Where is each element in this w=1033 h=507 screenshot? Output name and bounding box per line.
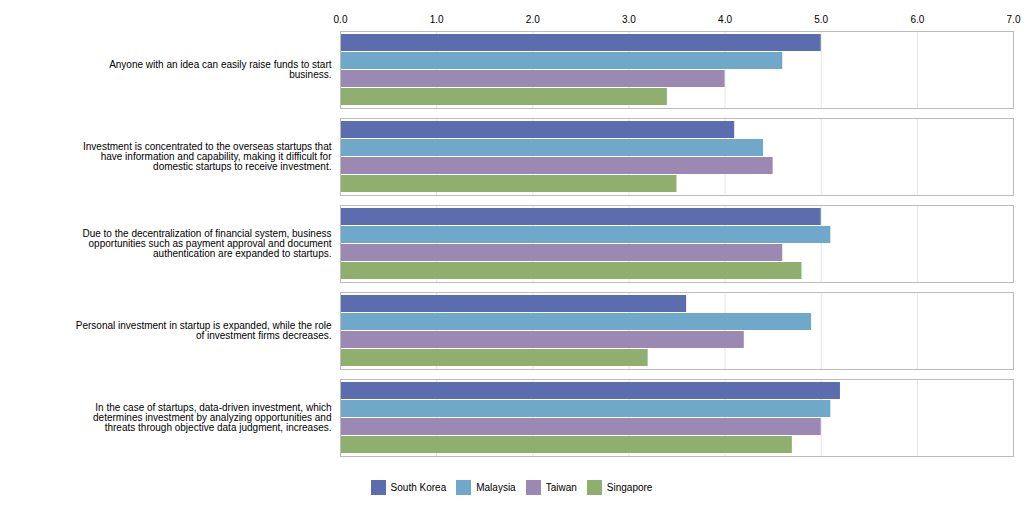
svg-text:Investment is concentrated to: Investment is concentrated to the overse… xyxy=(83,141,332,172)
svg-text:Due to the decentralization of: Due to the decentralization of financial… xyxy=(82,228,331,259)
svg-text:Anyone with an idea can easily: Anyone with an idea can easily raise fun… xyxy=(109,59,332,80)
svg-text:6.0: 6.0 xyxy=(910,14,924,25)
html-text:Singapore: Singapore xyxy=(606,482,653,493)
svg-text:3.0: 3.0 xyxy=(622,14,636,25)
svg-text:0.0: 0.0 xyxy=(334,14,348,25)
svg-text:4.0: 4.0 xyxy=(718,14,732,25)
svg-text:5.0: 5.0 xyxy=(814,14,828,25)
html-text:Taiwan: Taiwan xyxy=(545,482,577,493)
svg-text:1.0: 1.0 xyxy=(430,14,444,25)
html-text:Malaysia: Malaysia xyxy=(476,482,516,493)
svg-text:In the case of startups, data-: In the case of startups, data-driven inv… xyxy=(93,402,331,433)
svg-text:7.0: 7.0 xyxy=(1007,14,1021,25)
svg-text:2.0: 2.0 xyxy=(526,14,540,25)
svg-text:Personal investment in startup: Personal investment in startup is expand… xyxy=(76,320,332,341)
html-text:South Korea: South Korea xyxy=(390,482,447,493)
